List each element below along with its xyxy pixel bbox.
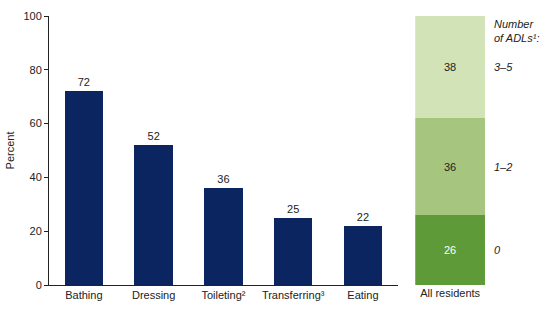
svg-text:60: 60 [30, 117, 42, 129]
svg-text:25: 25 [287, 203, 299, 215]
svg-text:0: 0 [494, 244, 501, 256]
svg-text:0: 0 [36, 279, 42, 291]
svg-text:Transferring³: Transferring³ [262, 289, 325, 301]
svg-text:Percent: Percent [4, 132, 16, 170]
svg-text:40: 40 [30, 171, 42, 183]
svg-text:52: 52 [148, 130, 160, 142]
svg-text:1–2: 1–2 [494, 161, 512, 173]
svg-text:80: 80 [30, 64, 42, 76]
svg-text:Dressing: Dressing [132, 289, 175, 301]
svg-text:36: 36 [217, 173, 229, 185]
svg-text:Bathing: Bathing [65, 289, 102, 301]
svg-text:22: 22 [357, 211, 369, 223]
svg-text:100: 100 [23, 10, 41, 22]
svg-text:20: 20 [30, 225, 42, 237]
svg-text:38: 38 [444, 61, 456, 73]
svg-text:36: 36 [444, 161, 456, 173]
svg-text:Eating: Eating [347, 289, 378, 301]
svg-text:Numberof ADLs¹:: Numberof ADLs¹: [494, 18, 539, 44]
svg-text:72: 72 [78, 76, 90, 88]
svg-text:3–5: 3–5 [494, 61, 513, 73]
svg-text:All residents: All residents [420, 287, 480, 299]
svg-text:Toileting²: Toileting² [201, 289, 245, 301]
svg-text:26: 26 [444, 244, 456, 256]
